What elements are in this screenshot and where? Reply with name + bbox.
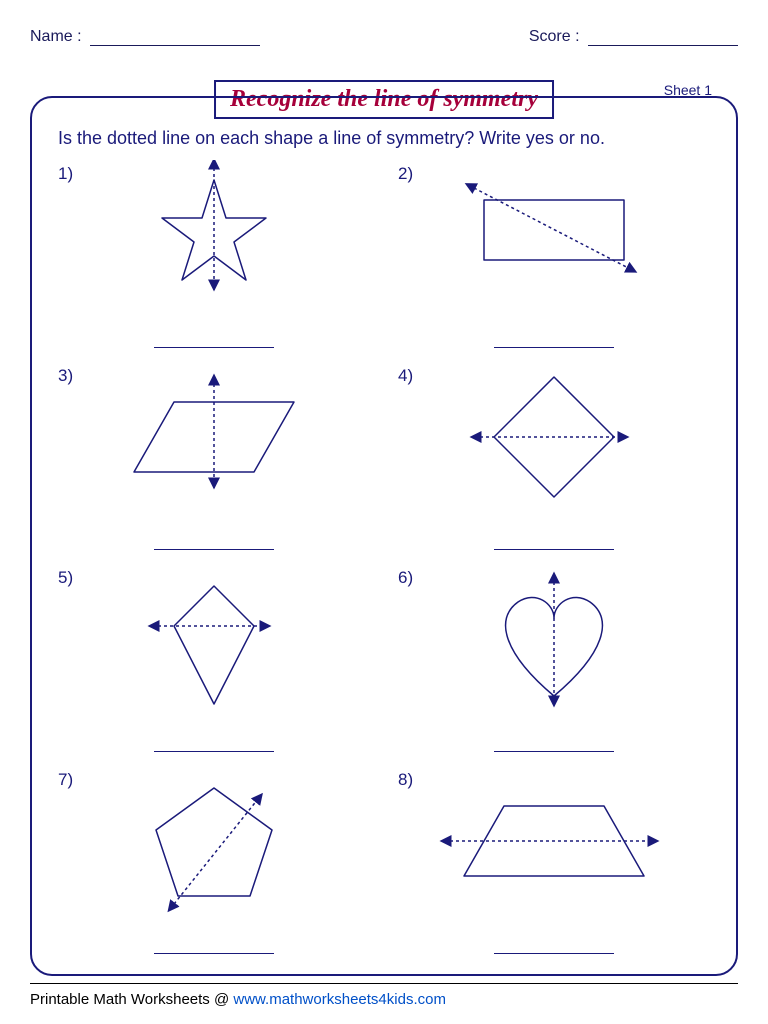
- answer-blank-line[interactable]: [494, 953, 614, 954]
- footer-prefix: Printable Math Worksheets @: [30, 991, 233, 1008]
- shape-rhombus: [384, 362, 724, 512]
- shape-kite: [44, 564, 384, 714]
- answer-blank-line[interactable]: [154, 347, 274, 348]
- question-cell-1: 1): [44, 160, 384, 362]
- name-label: Name :: [30, 28, 82, 46]
- shape-parallelogram: [44, 362, 384, 512]
- shape-star: [44, 160, 384, 310]
- instruction-text: Is the dotted line on each shape a line …: [58, 128, 605, 149]
- answer-blank-line[interactable]: [154, 953, 274, 954]
- header-row: Name : Score :: [30, 28, 738, 46]
- question-cell-5: 5): [44, 564, 384, 766]
- shape-heart: [384, 564, 724, 714]
- footer-text: Printable Math Worksheets @ www.mathwork…: [30, 991, 446, 1008]
- answer-blank-line[interactable]: [494, 347, 614, 348]
- name-blank-line[interactable]: [90, 30, 260, 46]
- answer-blank-line[interactable]: [494, 751, 614, 752]
- worksheet-page: Name : Score : Sheet 1 Recognize the lin…: [0, 0, 768, 1024]
- shape-trapezoid: [384, 766, 724, 916]
- question-cell-8: 8): [384, 766, 724, 968]
- question-cell-6: 6): [384, 564, 724, 766]
- name-field: Name :: [30, 28, 260, 46]
- shape-pentagon: [44, 766, 384, 916]
- question-cell-4: 4): [384, 362, 724, 564]
- score-label: Score :: [529, 28, 580, 46]
- shape-rectangle: [384, 160, 724, 310]
- score-blank-line[interactable]: [588, 30, 738, 46]
- question-cell-3: 3): [44, 362, 384, 564]
- footer-link[interactable]: www.mathworksheets4kids.com: [233, 991, 446, 1008]
- answer-blank-line[interactable]: [154, 549, 274, 550]
- footer-divider: [30, 983, 738, 984]
- answer-blank-line[interactable]: [494, 549, 614, 550]
- questions-grid: 1) 2) 3) 4): [44, 160, 724, 968]
- question-cell-2: 2): [384, 160, 724, 362]
- score-field: Score :: [529, 28, 738, 46]
- answer-blank-line[interactable]: [154, 751, 274, 752]
- question-cell-7: 7): [44, 766, 384, 968]
